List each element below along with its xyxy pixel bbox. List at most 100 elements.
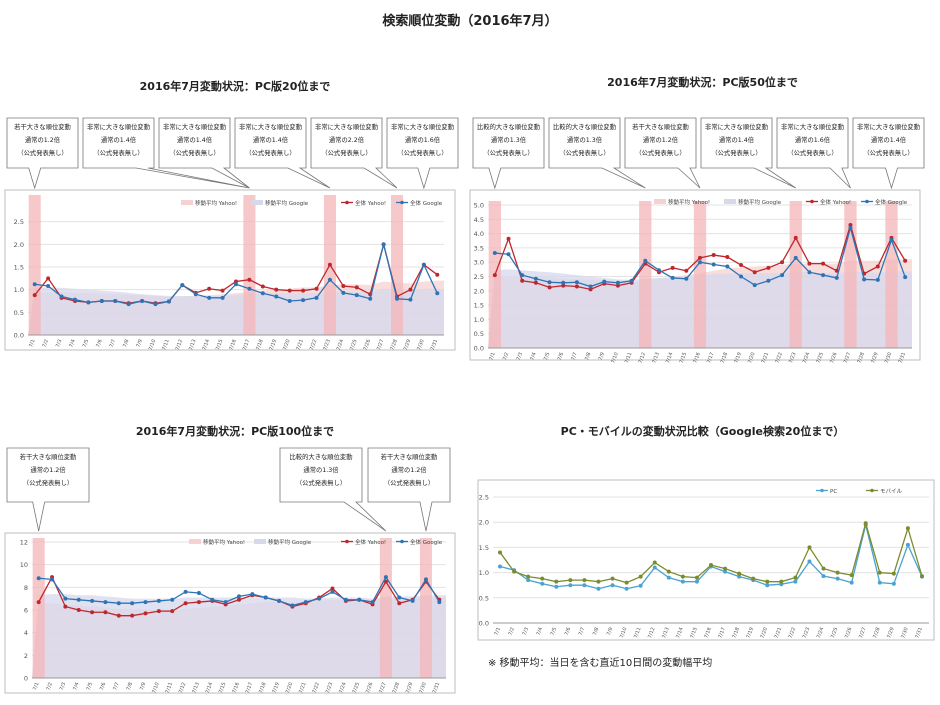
x-tick-label: 7/28 bbox=[392, 682, 401, 695]
annotation-callout bbox=[472, 117, 545, 190]
data-point-pc bbox=[582, 583, 587, 588]
data-point-pc bbox=[807, 559, 812, 564]
data-point-pc bbox=[694, 579, 699, 584]
annotation-text: （公式発表無し） bbox=[245, 148, 295, 157]
annotation-text: （公式発表無し） bbox=[169, 148, 219, 157]
annotation-text: 通常の1.3倍 bbox=[303, 465, 339, 474]
data-point-google bbox=[250, 592, 255, 597]
highlight-band bbox=[693, 201, 707, 348]
legend-label: 全体 Yahoo! bbox=[355, 538, 386, 546]
x-tick-label: 7/4 bbox=[529, 352, 537, 362]
chart-title-pc50: 2016年7月変動状況：PC版50位まで bbox=[607, 76, 798, 89]
data-point-yahoo bbox=[435, 272, 440, 277]
data-point-pc bbox=[526, 578, 531, 583]
annotation-text: 通常の1.4倍 bbox=[719, 135, 755, 144]
data-point-google bbox=[103, 600, 108, 605]
x-tick-label: 7/23 bbox=[325, 682, 334, 695]
data-point-google bbox=[153, 302, 158, 307]
ma-google-area bbox=[28, 287, 444, 335]
data-point-google bbox=[862, 277, 867, 282]
data-point-google bbox=[780, 273, 785, 278]
data-point-pc bbox=[849, 580, 854, 585]
data-point-google bbox=[410, 598, 415, 603]
annotation-text: 若干大きな順位変動 bbox=[14, 122, 71, 131]
data-point-yahoo bbox=[260, 284, 265, 289]
y-tick-label: 3.0 bbox=[474, 259, 484, 267]
x-tick-label: 7/25 bbox=[830, 627, 839, 640]
data-point-google bbox=[492, 251, 497, 256]
legend-swatch bbox=[254, 539, 266, 544]
data-point-google bbox=[435, 291, 440, 296]
annotation-callout bbox=[700, 117, 796, 189]
legend-swatch-marker bbox=[865, 199, 869, 204]
x-tick-label: 7/2 bbox=[502, 352, 510, 362]
x-tick-label: 7/6 bbox=[99, 682, 107, 692]
data-point-pc bbox=[821, 574, 826, 579]
data-point-google bbox=[301, 298, 306, 303]
data-point-google bbox=[116, 601, 121, 606]
x-tick-label: 7/18 bbox=[732, 627, 741, 640]
annotation-callout bbox=[158, 117, 250, 189]
x-tick-label: 7/14 bbox=[205, 682, 214, 695]
highlight-band bbox=[419, 538, 432, 678]
legend-label: 移動平均 Yahoo! bbox=[203, 538, 245, 546]
legend-label: 移動平均 Google bbox=[265, 199, 309, 207]
data-point-google bbox=[59, 294, 64, 299]
footnote: ※ 移動平均：当日を含む直近10日間の変動幅平均 bbox=[488, 658, 713, 669]
x-tick-label: 7/29 bbox=[870, 352, 879, 365]
x-tick-label: 7/24 bbox=[336, 339, 345, 352]
annotation-text: 通常の1.3倍 bbox=[567, 135, 603, 144]
data-point-mobile bbox=[709, 563, 713, 568]
data-point-yahoo bbox=[156, 609, 161, 614]
data-point-google bbox=[341, 290, 346, 295]
x-tick-label: 7/20 bbox=[760, 627, 769, 640]
x-tick-label: 7/30 bbox=[884, 352, 893, 365]
x-tick-label: 7/21 bbox=[298, 682, 307, 695]
y-tick-label: 2.5 bbox=[474, 273, 484, 281]
data-point-pc bbox=[891, 581, 896, 586]
x-tick-label: 7/11 bbox=[633, 627, 642, 640]
x-tick-label: 7/25 bbox=[352, 682, 361, 695]
data-point-yahoo bbox=[766, 265, 771, 270]
data-point-pc bbox=[498, 564, 503, 569]
x-tick-label: 7/19 bbox=[746, 627, 755, 640]
x-tick-label: 7/9 bbox=[606, 627, 614, 637]
annotation-text: 非常に大きな順位変動 bbox=[87, 122, 150, 131]
annotation-text: 比較的大きな順位変動 bbox=[477, 122, 540, 131]
legend-swatch-marker bbox=[400, 539, 404, 544]
x-tick-label: 7/21 bbox=[774, 627, 783, 640]
data-point-yahoo bbox=[739, 263, 744, 268]
x-tick-label: 7/15 bbox=[218, 682, 227, 695]
data-point-google bbox=[76, 597, 81, 602]
data-point-google bbox=[234, 282, 238, 287]
data-point-google bbox=[698, 260, 702, 265]
data-point-mobile bbox=[821, 566, 826, 571]
y-tick-label: 0.5 bbox=[474, 330, 484, 338]
data-point-google bbox=[210, 597, 215, 602]
annotation-callout bbox=[386, 117, 459, 190]
data-point-yahoo bbox=[752, 270, 757, 275]
x-tick-label: 7/26 bbox=[365, 682, 374, 695]
annotation-callout bbox=[776, 117, 851, 189]
chart-title-pc-mobile: PC・モバイルの変動状況比較（Google検索20位まで） bbox=[560, 425, 845, 438]
y-tick-label: 12 bbox=[20, 539, 28, 547]
legend-swatch-marker bbox=[810, 199, 814, 204]
data-point-google bbox=[90, 598, 95, 603]
data-point-google bbox=[711, 262, 716, 267]
x-tick-label: 7/29 bbox=[405, 682, 414, 695]
annotation-callout bbox=[234, 117, 331, 189]
x-tick-label: 7/25 bbox=[349, 339, 358, 352]
data-point-google bbox=[220, 295, 225, 300]
data-point-yahoo bbox=[725, 255, 730, 260]
x-tick-label: 7/4 bbox=[72, 682, 80, 692]
x-tick-label: 7/16 bbox=[228, 339, 237, 352]
x-tick-label: 7/5 bbox=[86, 682, 94, 692]
x-tick-label: 7/20 bbox=[285, 682, 294, 695]
data-point-google bbox=[670, 275, 675, 280]
data-point-google bbox=[247, 286, 252, 291]
data-point-google bbox=[381, 242, 386, 247]
data-point-google bbox=[725, 264, 730, 269]
data-point-mobile bbox=[652, 560, 657, 565]
data-point-pc bbox=[737, 574, 742, 579]
annotation-callout bbox=[624, 117, 701, 189]
